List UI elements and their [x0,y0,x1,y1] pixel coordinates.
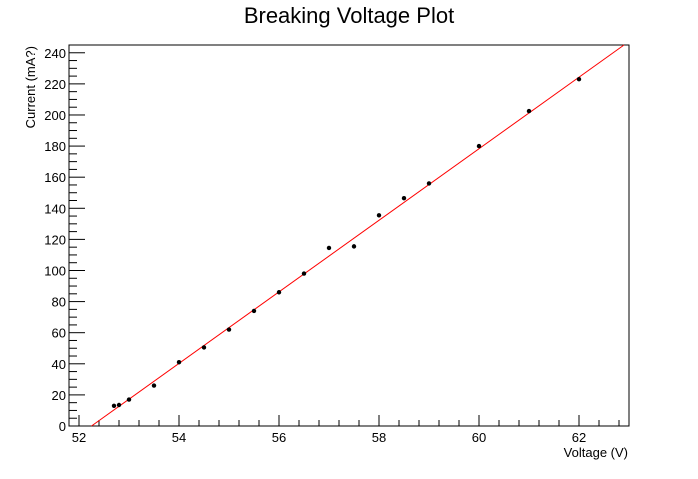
y-tick-label: 60 [52,326,66,341]
data-point [301,271,307,276]
data-point [151,383,157,388]
x-tick-label: 54 [172,430,186,445]
x-tick-label: 60 [472,430,486,445]
plot-frame [68,44,630,427]
data-point [116,402,122,408]
x-tick-label: 52 [72,430,86,445]
data-point [351,244,357,249]
y-tick-label: 0 [59,419,66,434]
y-axis-label: Current (mA?) [23,46,38,128]
data-point [526,108,532,114]
data-point [176,360,182,365]
data-point [401,195,407,201]
data-point [376,213,382,218]
data-point [251,308,257,314]
y-tick-label: 40 [52,357,66,372]
data-point [476,143,482,149]
y-tick-label: 140 [44,201,66,216]
x-tick-label: 62 [572,430,586,445]
data-point [326,245,332,251]
x-tick-label: 58 [372,430,386,445]
y-tick-label: 220 [44,77,66,92]
chart-title: Breaking Voltage Plot [244,3,454,28]
y-tick-label: 200 [44,108,66,123]
y-tick-label: 100 [44,263,66,278]
y-tick-label: 20 [52,388,66,403]
x-axis-label: Voltage (V) [564,445,628,460]
data-point [576,77,582,82]
y-tick-label: 240 [44,46,66,61]
y-tick-label: 120 [44,232,66,247]
data-point [426,181,432,186]
x-tick-label: 56 [272,430,286,445]
fit-line [91,44,625,427]
y-axis-ticks: 0 20 40 60 80 100 120 140 160 180 200 220 240 [44,44,85,434]
data-point [276,290,282,295]
y-tick-label: 180 [44,139,66,154]
data-point [226,327,232,332]
y-tick-label: 80 [52,295,66,310]
y-tick-label: 160 [44,170,66,185]
fit-line-layer [91,44,625,427]
data-point [126,397,132,402]
data-point [201,345,207,350]
data-points [111,77,582,408]
data-point [111,403,117,408]
x-axis-ticks: 52 54 56 58 60 62 [72,415,620,445]
